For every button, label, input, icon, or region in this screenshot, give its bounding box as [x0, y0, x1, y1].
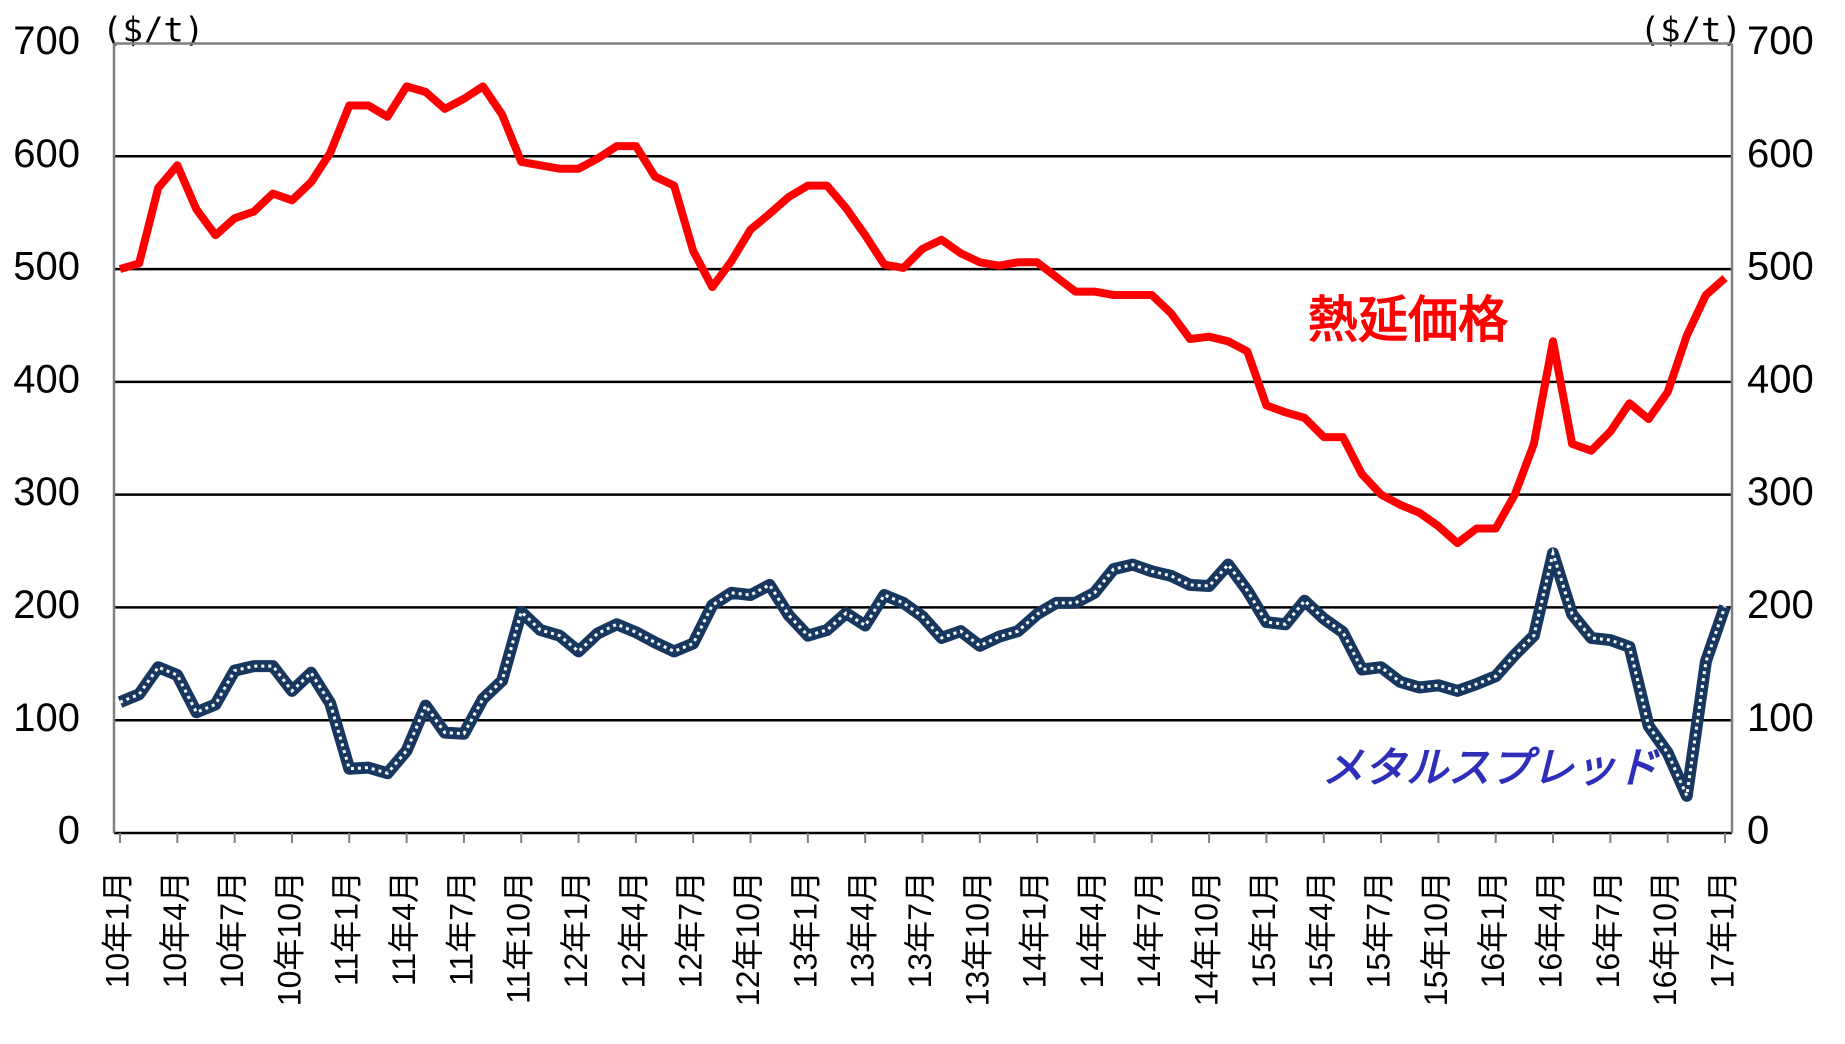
x-tick-label: 15年7月: [1361, 871, 1397, 988]
x-tick-label: 10年1月: [99, 871, 135, 988]
y2-tick-label: 0: [1747, 809, 1769, 853]
x-tick-label: 13年10月: [959, 871, 995, 1006]
x-tick-label: 17年1月: [1704, 871, 1740, 988]
x-tick-label: 13年1月: [787, 871, 823, 988]
y2-tick-label: 100: [1747, 696, 1814, 740]
y2-tick-label: 300: [1747, 470, 1814, 514]
x-tick-label: 16年4月: [1532, 871, 1568, 988]
x-tick-label: 15年10月: [1418, 871, 1454, 1006]
y-tick-label: 500: [13, 245, 80, 289]
x-tick-label: 10年10月: [271, 871, 307, 1006]
y2-tick-label: 200: [1747, 583, 1814, 627]
x-tick-label: 12年1月: [558, 871, 594, 988]
y2-tick-label: 600: [1747, 132, 1814, 176]
x-tick-label: 16年10月: [1647, 871, 1683, 1006]
x-tick-label: 16年7月: [1590, 871, 1626, 988]
series-line: [118, 82, 1728, 548]
x-tick-label: 14年7月: [1131, 871, 1167, 988]
x-tick-label: 14年1月: [1017, 871, 1053, 988]
y-tick-label: 0: [58, 809, 80, 853]
x-tick-label: 10年7月: [214, 871, 250, 988]
x-tick-label: 15年1月: [1246, 871, 1282, 988]
x-tick-label: 12年4月: [615, 871, 651, 988]
x-tick-label: 11年7月: [443, 871, 479, 986]
y2-tick-label: 400: [1747, 357, 1814, 401]
y-tick-label: 100: [13, 696, 80, 740]
y2-tick-label: 500: [1747, 245, 1814, 289]
series-line-dots: [119, 547, 1727, 802]
x-tick-label: 12年10月: [730, 871, 766, 1006]
x-tick-label: 12年7月: [673, 871, 709, 988]
x-tick-label: 11年10月: [501, 871, 537, 1004]
series-label: 熱延価格: [1308, 292, 1509, 348]
x-tick-label: 13年7月: [902, 871, 938, 988]
y-tick-label: 700: [13, 19, 80, 63]
y-tick-label: 400: [13, 357, 80, 401]
series-label: メタルスプレッド: [1322, 744, 1660, 791]
y2-tick-label: 700: [1747, 19, 1814, 63]
y-tick-label: 600: [13, 132, 80, 176]
x-tick-label: 14年10月: [1189, 871, 1225, 1006]
x-tick-label: 14年4月: [1074, 871, 1110, 988]
x-tick-label: 11年4月: [386, 871, 422, 986]
x-tick-label: 11年1月: [329, 871, 365, 986]
x-tick-label: 16年1月: [1475, 871, 1511, 988]
x-tick-label: 15年4月: [1303, 871, 1339, 988]
y-tick-label: 300: [13, 470, 80, 514]
x-tick-label: 10年4月: [157, 871, 193, 988]
x-tick-label: 13年4月: [845, 871, 881, 988]
y-tick-label: 200: [13, 583, 80, 627]
